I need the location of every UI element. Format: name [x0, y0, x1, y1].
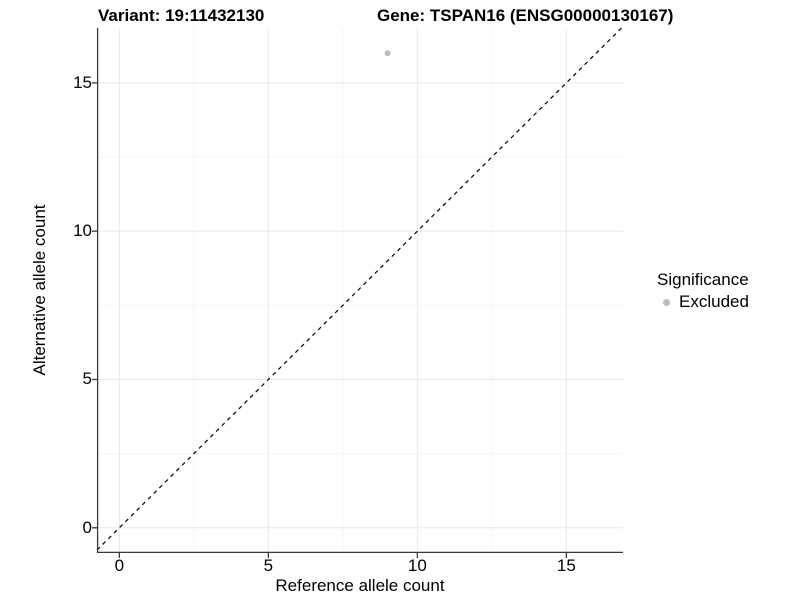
data-point-excluded	[384, 50, 391, 57]
plot-panel	[92, 27, 623, 558]
y-tick-label: 10	[73, 221, 92, 241]
x-tick-label: 10	[407, 556, 427, 575]
x-tick-label: 15	[556, 556, 576, 575]
legend-item-excluded: Excluded	[657, 292, 749, 312]
y-tick-label: 5	[82, 369, 92, 389]
identity-line	[96, 27, 622, 551]
legend-item-label: Excluded	[679, 292, 749, 311]
variant-title: Variant: 19:11432130	[98, 6, 265, 25]
legend-title: Significance	[657, 270, 749, 289]
y-tick-label: 0	[82, 517, 92, 537]
x-axis-title: Reference allele count	[275, 576, 445, 595]
scatter-chart-canvas	[92, 27, 623, 558]
y-tick-label: 15	[73, 72, 92, 92]
x-tick-label: 0	[114, 556, 125, 575]
x-tick-label: 5	[263, 556, 274, 575]
y-axis-title: Alternative allele count	[30, 204, 49, 376]
legend: Significance Excluded	[657, 270, 749, 312]
excluded-point-icon	[663, 298, 670, 306]
gene-title: Gene: TSPAN16 (ENSG00000130167)	[377, 6, 674, 25]
legend-key-box	[658, 294, 675, 311]
